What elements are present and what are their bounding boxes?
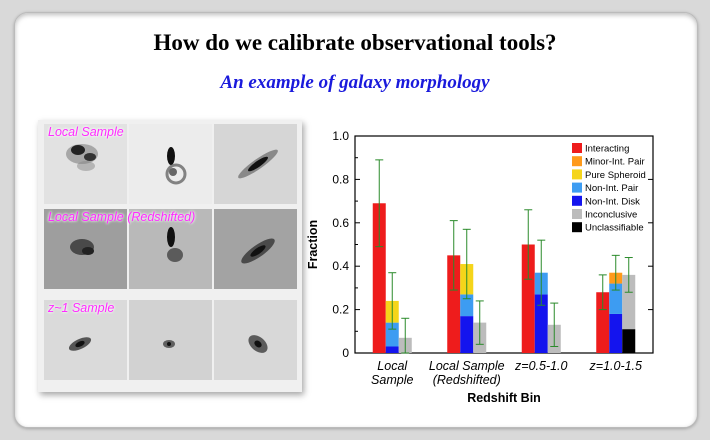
y-axis-label: Fraction	[306, 220, 320, 269]
x-category-label: Local Sample	[429, 359, 505, 373]
legend-swatch	[572, 169, 582, 180]
x-category-label: z=1.0-1.5	[589, 359, 643, 373]
bar-segment	[372, 203, 386, 353]
legend-entry: Pure Spheroid	[585, 170, 646, 181]
bar-segment	[609, 283, 623, 314]
legend-swatch	[572, 182, 582, 193]
galaxy-image	[129, 300, 212, 380]
legend-swatch	[572, 222, 582, 233]
bar-segment	[622, 329, 636, 353]
legend-swatch	[572, 209, 582, 219]
galaxy-image	[214, 209, 297, 289]
y-tick-label: 1.0	[332, 129, 349, 143]
bar-segment	[609, 313, 623, 353]
galaxy-image	[214, 124, 297, 204]
y-tick-label: 0.2	[332, 303, 349, 317]
slide-subtitle: An example of galaxy morphology	[220, 72, 490, 93]
x-category-label: Local	[377, 359, 408, 373]
legend-entry: Inconclusive	[585, 210, 637, 221]
bar-segment	[460, 316, 474, 353]
legend-swatch	[572, 143, 582, 153]
galaxy-image	[44, 209, 127, 289]
galaxy-image	[44, 124, 127, 204]
bar-segment	[460, 294, 474, 317]
y-tick-label: 0	[342, 346, 349, 360]
bar-segment	[596, 292, 610, 353]
gallery-row-z1: z~1 Sample	[44, 300, 297, 380]
galaxy-image	[129, 124, 212, 204]
gallery-row-local: Local Sample	[44, 124, 297, 204]
gallery-row-local-redshifted: Local Sample (Redshifted)	[44, 209, 297, 289]
legend-entry: Unclassifiable	[585, 223, 644, 234]
legend-entry: Non-Int. Pair	[585, 183, 638, 194]
bar-segment	[622, 274, 636, 330]
y-tick-label: 0.8	[332, 172, 349, 186]
galaxy-image	[129, 209, 212, 289]
gallery-row-label: Local Sample	[48, 125, 124, 139]
x-category-label: z=0.5-1.0	[514, 359, 568, 373]
legend-entry: Non-Int. Disk	[585, 196, 640, 207]
bar-segment	[447, 255, 461, 353]
legend-swatch	[572, 195, 582, 206]
bar-segment	[385, 322, 399, 347]
legend-entry: Interacting	[585, 144, 629, 155]
legend-swatch	[572, 156, 582, 167]
gallery-row-label: Local Sample (Redshifted)	[48, 210, 196, 224]
y-tick-label: 0.6	[332, 216, 349, 230]
galaxy-image	[214, 300, 297, 380]
gallery-row-label: z~1 Sample	[48, 301, 115, 315]
y-tick-label: 0.4	[332, 259, 349, 273]
galaxy-image	[44, 300, 127, 380]
bar-segment	[521, 244, 535, 353]
x-category-label: Sample	[371, 373, 413, 387]
x-axis-label: Redshift Bin	[467, 391, 541, 405]
x-category-label: (Redshifted)	[433, 373, 501, 387]
slide-title: How do we calibrate observational tools?	[153, 30, 557, 55]
bar-segment	[534, 294, 548, 353]
legend-entry: Minor-Int. Pair	[585, 157, 645, 168]
bar-segment	[385, 346, 399, 353]
galaxy-image-gallery: Local Sample Local Sample (Redshifted) z…	[38, 120, 302, 392]
